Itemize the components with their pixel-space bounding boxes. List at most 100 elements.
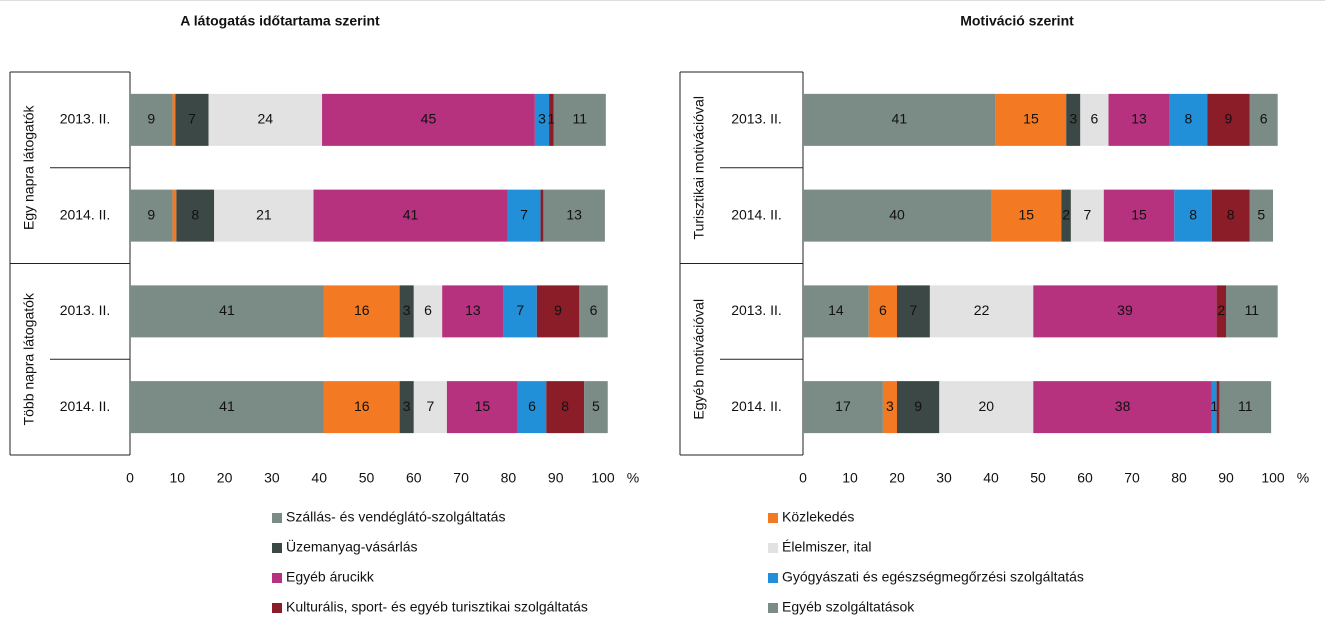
x-tick-label: 90 <box>548 470 564 486</box>
category-label: 2013. II. <box>731 111 782 127</box>
x-tick-label: 0 <box>799 470 807 486</box>
bar-segment <box>897 285 930 338</box>
category-label: 2014. II. <box>60 206 111 222</box>
legend-label: Szállás- és vendéglátó-szolgáltatás <box>286 509 505 525</box>
value-label: 11 <box>573 111 588 127</box>
x-tick-label: 20 <box>217 470 233 486</box>
x-tick-label: 40 <box>983 470 999 486</box>
bar-segment <box>175 93 209 146</box>
bar-segment <box>803 381 883 434</box>
bar-segment <box>991 189 1062 242</box>
bar-segment <box>1219 381 1272 434</box>
bar-segment <box>413 381 447 434</box>
bar-segment <box>507 189 541 242</box>
value-label: 3 <box>538 111 546 127</box>
value-label: 13 <box>566 206 582 222</box>
bar-segment <box>939 381 1034 434</box>
category-label: 2013. II. <box>60 302 111 318</box>
bar-segment <box>1249 93 1278 146</box>
bar-segment <box>446 381 518 434</box>
value-label: 24 <box>257 111 273 127</box>
bar-segment <box>803 93 996 146</box>
value-label: 8 <box>191 206 199 222</box>
value-label: 3 <box>1069 111 1077 127</box>
value-label: 9 <box>914 398 922 414</box>
value-label: 40 <box>889 206 905 222</box>
bar-segment <box>1216 285 1226 338</box>
value-label: 16 <box>354 302 370 318</box>
x-tick-label: 100 <box>1261 470 1285 486</box>
bar-segment <box>130 285 324 338</box>
x-tick-label: 50 <box>1030 470 1046 486</box>
x-tick-label: 20 <box>889 470 905 486</box>
bar-segment <box>540 189 544 242</box>
bar-segment <box>503 285 537 338</box>
x-tick-label: 10 <box>170 470 186 486</box>
x-tick-label: 80 <box>501 470 517 486</box>
chart-title: A látogatás időtartama szerint <box>180 13 380 29</box>
legend-swatch <box>768 543 778 553</box>
legend-swatch <box>272 573 282 583</box>
bar-segment <box>1216 381 1220 434</box>
value-label: 9 <box>147 111 155 127</box>
group-label: Egyéb motivációval <box>691 299 707 420</box>
bar-segment <box>1033 285 1217 338</box>
value-label: 2 <box>1217 302 1225 318</box>
bar-segment <box>323 381 400 434</box>
bar-segment <box>413 285 443 338</box>
value-label: 5 <box>1257 206 1265 222</box>
bar-segment <box>1066 93 1081 146</box>
value-label: 9 <box>554 302 562 318</box>
x-tick-label: 50 <box>359 470 375 486</box>
bar-segment <box>172 189 177 242</box>
bar-segment <box>1080 93 1109 146</box>
bar-segment <box>536 285 580 338</box>
value-label: 41 <box>219 398 235 414</box>
group-label: Turisztikai motivációval <box>691 96 707 239</box>
bar-segment <box>549 93 554 146</box>
legend-swatch <box>272 543 282 553</box>
x-tick-label: 10 <box>842 470 858 486</box>
legend-swatch <box>768 603 778 613</box>
bar-segment <box>130 93 173 146</box>
legend-label: Közlekedés <box>782 509 854 525</box>
value-label: 6 <box>528 398 536 414</box>
value-label: 2 <box>1062 206 1070 222</box>
legend-swatch <box>768 513 778 523</box>
bar-segment <box>399 381 414 434</box>
bar-segment <box>803 285 869 338</box>
value-label: 3 <box>886 398 894 414</box>
bar-segment <box>995 93 1067 146</box>
value-label: 38 <box>1115 398 1131 414</box>
bar-segment <box>803 189 991 242</box>
value-label: 17 <box>835 398 851 414</box>
x-axis-unit: % <box>627 470 639 486</box>
legend-swatch <box>768 573 778 583</box>
value-label: 11 <box>1238 398 1253 414</box>
bar-segment <box>1211 189 1250 242</box>
value-label: 11 <box>1245 302 1260 318</box>
x-tick-label: 60 <box>1077 470 1093 486</box>
bar-segment <box>882 381 897 434</box>
bar-segment <box>517 381 547 434</box>
value-label: 13 <box>1131 111 1147 127</box>
bar-segment <box>1207 93 1250 146</box>
bar-segment <box>172 93 176 146</box>
x-axis-unit: % <box>1297 470 1309 486</box>
value-label: 7 <box>520 206 528 222</box>
value-label: 6 <box>879 302 887 318</box>
x-tick-label: 70 <box>1124 470 1140 486</box>
bar-segment <box>313 189 508 242</box>
bar-segment <box>130 381 324 434</box>
legend-label: Üzemanyag-vásárlás <box>286 538 418 555</box>
value-label: 41 <box>403 206 419 222</box>
value-label: 9 <box>1224 111 1232 127</box>
bar-segment <box>584 381 608 434</box>
bar-segment <box>208 93 323 146</box>
value-label: 13 <box>465 302 481 318</box>
bar-segment <box>1103 189 1175 242</box>
bar-segment <box>176 189 215 242</box>
bar-segment <box>534 93 550 146</box>
x-tick-label: 30 <box>264 470 280 486</box>
category-label: 2013. II. <box>60 111 111 127</box>
